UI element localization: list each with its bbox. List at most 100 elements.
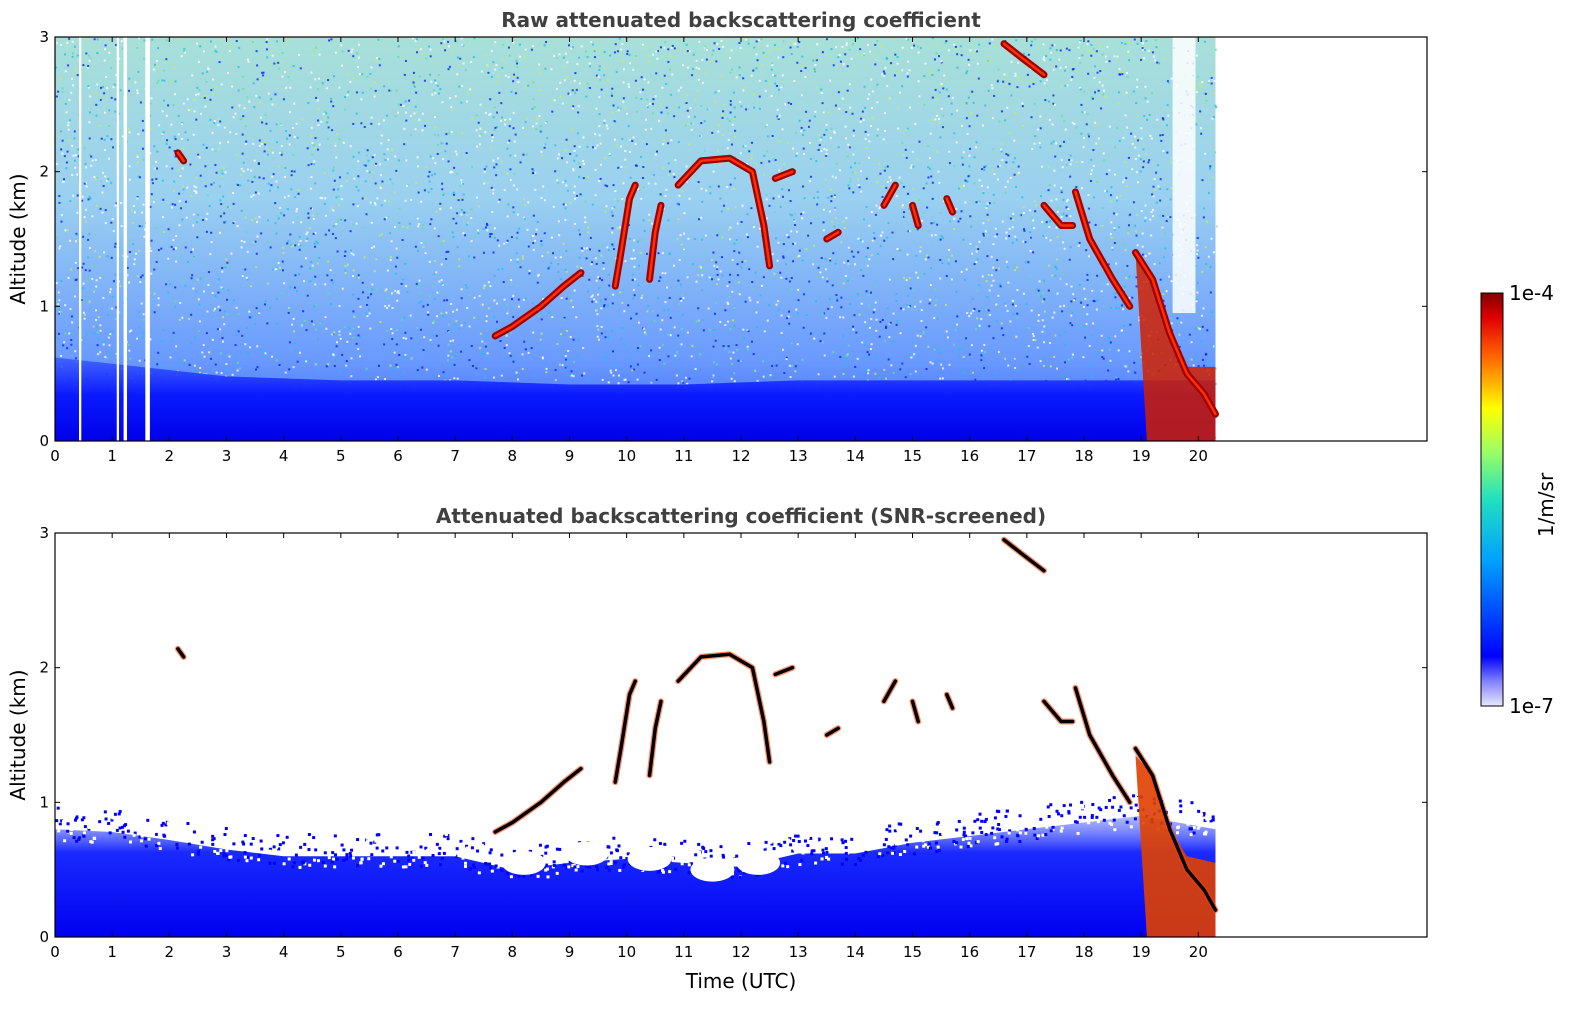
noise-pixel [378,64,381,67]
noise-pixel [1146,100,1149,103]
noise-pixel [1087,50,1090,53]
noise-pixel [310,320,313,323]
noise-pixel [171,206,174,209]
noise-pixel [324,316,327,319]
noise-pixel [1000,322,1003,325]
noise-pixel [903,276,906,279]
noise-pixel [715,301,718,304]
noise-pixel [973,182,976,185]
noise-pixel [255,252,258,255]
noise-pixel [532,214,535,217]
noise-pixel [1055,65,1058,68]
noise-pixel [136,161,139,164]
noise-pixel [714,100,717,103]
noise-pixel [621,137,624,140]
noise-pixel [68,332,71,335]
noise-pixel [700,187,703,190]
noise-pixel [603,51,606,54]
noise-pixel [996,80,999,83]
noise-pixel [757,46,760,49]
noise-pixel [84,208,87,211]
noise-pixel [881,73,884,76]
noise-pixel [1002,334,1005,337]
noise-pixel [314,245,317,248]
noise-pixel [1036,128,1039,131]
noise-pixel [84,163,87,166]
noise-pixel [206,194,209,197]
noise-pixel [947,49,950,52]
noise-pixel [1038,294,1041,297]
noise-pixel [663,309,666,312]
noise-pixel [139,276,142,279]
noise-pixel [975,141,978,144]
noise-pixel [653,320,656,323]
noise-pixel [303,249,306,252]
noise-pixel [930,222,933,225]
noise-pixel [966,70,969,73]
noise-pixel [1064,84,1067,87]
noise-pixel [86,66,89,69]
noise-pixel [958,186,961,189]
noise-pixel [663,74,666,77]
noise-pixel [247,352,250,355]
noise-pixel [1141,47,1144,50]
noise-pixel [724,324,727,327]
noise-pixel [966,133,969,136]
noise-pixel [1123,93,1126,96]
noise-pixel [178,224,181,227]
noise-pixel [815,59,818,62]
noise-pixel [430,187,433,190]
noise-pixel [352,269,355,272]
noise-pixel [929,167,932,170]
noise-pixel [436,291,439,294]
noise-pixel [317,124,320,127]
noise-pixel [292,244,295,247]
noise-pixel [611,227,614,230]
noise-pixel [122,93,125,96]
noise-pixel [959,45,962,48]
noise-pixel [552,205,555,208]
noise-pixel [1118,307,1121,310]
noise-pixel [173,66,176,69]
noise-pixel [101,211,104,214]
noise-pixel [660,194,663,197]
noise-pixel [1106,45,1109,48]
noise-pixel [202,143,205,146]
noise-pixel [142,129,145,132]
noise-pixel [262,177,265,180]
noise-pixel [1021,196,1024,199]
noise-pixel [484,226,487,229]
noise-pixel [1060,158,1063,161]
noise-pixel [845,44,848,47]
noise-pixel [571,89,574,92]
noise-pixel [443,192,446,195]
noise-pixel [506,312,509,315]
noise-pixel [643,371,646,374]
noise-pixel [556,179,559,182]
noise-pixel [703,46,706,49]
noise-pixel [119,285,122,288]
noise-pixel [515,237,518,240]
noise-pixel [415,181,418,184]
noise-pixel [258,215,261,218]
noise-pixel [287,194,290,197]
noise-pixel [1039,360,1042,363]
noise-pixel [587,226,590,229]
noise-pixel [1166,151,1169,154]
noise-pixel [84,182,87,185]
noise-pixel [1007,281,1010,284]
noise-pixel [857,178,860,181]
noise-pixel [1002,80,1005,83]
noise-pixel [436,152,439,155]
noise-pixel [344,269,347,272]
noise-pixel [1033,200,1036,203]
noise-pixel [591,203,594,206]
noise-pixel [466,222,469,225]
noise-pixel [917,199,920,202]
noise-pixel [289,233,292,236]
noise-pixel [363,256,366,259]
noise-pixel [862,54,865,57]
noise-pixel [620,48,623,51]
noise-pixel [377,38,380,41]
noise-pixel [423,189,426,192]
